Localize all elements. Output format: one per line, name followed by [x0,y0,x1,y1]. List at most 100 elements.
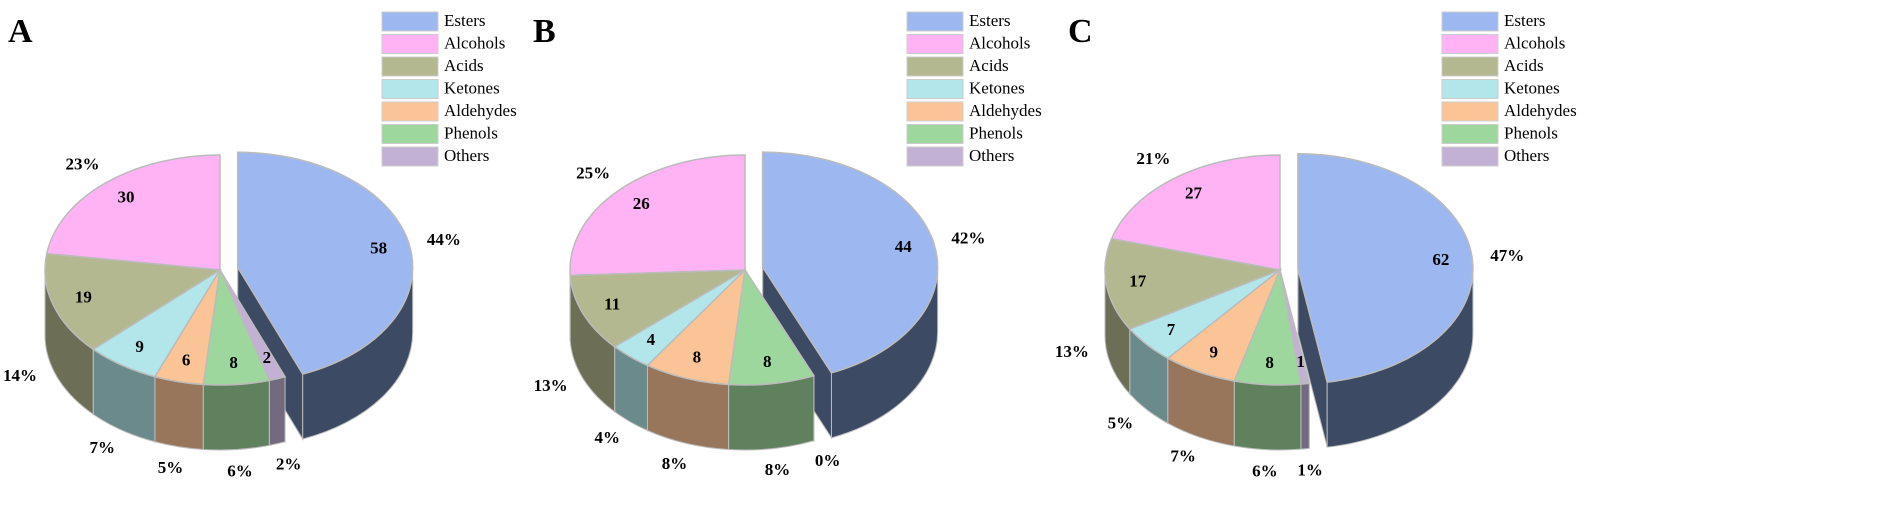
legend-label: Ketones [969,78,1025,97]
percent-label: 13% [1055,342,1089,361]
value-label: 11 [604,295,620,314]
legend-swatch [1441,34,1499,54]
legend-label: Aldehydes [969,101,1042,120]
pie-slice [236,151,414,375]
value-label: 58 [370,238,387,257]
percent-label: 8% [662,454,688,473]
legend-label: Esters [444,11,486,30]
legend-label: Aldehydes [1504,101,1577,120]
legend-swatch [381,146,439,167]
legend-swatch [906,79,964,99]
slice-wall [728,375,815,451]
percent-label: 44% [427,230,461,249]
legend-swatch [906,146,964,167]
percent-label: 5% [158,458,184,477]
legend-swatch [381,101,439,122]
legend-swatch [906,34,964,54]
legend-label: Alcohols [444,33,505,52]
percent-label: 8% [765,460,791,479]
legend-label: Phenols [969,123,1023,142]
value-label: 4 [647,330,656,349]
percent-label: 13% [534,376,568,395]
value-label: 8 [693,348,702,367]
legend-label: Esters [1504,11,1546,30]
percent-label: 6% [227,461,253,480]
pie-slice [727,267,816,386]
pie-slice [45,154,221,271]
percent-label: 6% [1252,462,1278,481]
slice-wall [268,376,286,446]
legend-swatch [1441,146,1499,167]
percent-label: 25% [576,164,610,183]
percent-label: 7% [1170,446,1196,465]
legend-label: Others [969,146,1014,165]
legend-swatch [1441,56,1499,77]
legend-label: Esters [969,11,1011,30]
value-label: 2 [263,348,272,367]
percent-label: 2% [276,454,302,473]
pie-slice [569,154,746,277]
legend-label: Phenols [444,123,498,142]
value-label: 30 [118,188,135,207]
percent-label: 4% [595,428,621,447]
legend-swatch [906,124,964,144]
legend-label: Aldehydes [444,101,517,120]
legend-swatch [381,34,439,54]
legend-label: Phenols [1504,123,1558,142]
legend-label: Others [1504,146,1549,165]
slice-wall [1233,380,1302,451]
percent-label: 14% [3,366,37,385]
legend-label: Alcohols [969,33,1030,52]
legend-swatch [1441,124,1499,144]
percent-label: 0% [815,451,841,470]
value-label: 8 [1265,353,1274,372]
legend-label: Acids [969,56,1009,75]
legend-label: Ketones [444,78,500,97]
value-label: 62 [1432,250,1449,269]
value-label: 27 [1185,184,1203,203]
legend-label: Acids [1504,56,1544,75]
legend-label: Others [444,146,489,165]
pie-slice [569,269,746,348]
legend-swatch [1441,79,1499,99]
value-label: 9 [1210,343,1219,362]
value-label: 7 [1167,320,1176,339]
percent-label: 47% [1490,246,1524,265]
slice-wall [1300,382,1310,450]
percent-label: 7% [90,438,116,457]
legend-swatch [381,124,439,144]
slice-wall [202,379,270,451]
pie-slice [1110,154,1281,271]
value-label: 6 [182,351,191,370]
percent-label: 42% [951,228,985,247]
value-label: 1 [1296,352,1305,371]
percent-label: 1% [1297,460,1323,479]
panel-title: C [1068,13,1093,50]
value-label: 17 [1129,271,1147,290]
pie-slice [44,252,223,351]
panel-title: B [533,13,556,50]
pie-slice [1297,153,1474,383]
value-label: 8 [763,352,772,371]
legend-swatch [906,101,964,122]
pie-slice [1104,237,1283,330]
slice-wall [154,376,204,451]
legend-swatch [381,11,439,32]
percent-label: 21% [1136,149,1170,168]
percent-label: 5% [1108,414,1134,433]
value-label: 26 [633,194,650,213]
pie-slice [202,267,271,386]
value-label: 9 [135,337,144,356]
legend-swatch [1441,101,1499,122]
pie-slice [1233,267,1302,386]
legend-swatch [381,56,439,77]
legend-label: Ketones [1504,78,1560,97]
panel-title: A [8,13,33,50]
legend-swatch [1441,11,1499,32]
percent-label: 23% [65,155,99,174]
legend-swatch [906,11,964,32]
legend-label: Acids [444,56,484,75]
legend-label: Alcohols [1504,33,1565,52]
legend-swatch [906,56,964,77]
value-label: 19 [75,288,92,307]
